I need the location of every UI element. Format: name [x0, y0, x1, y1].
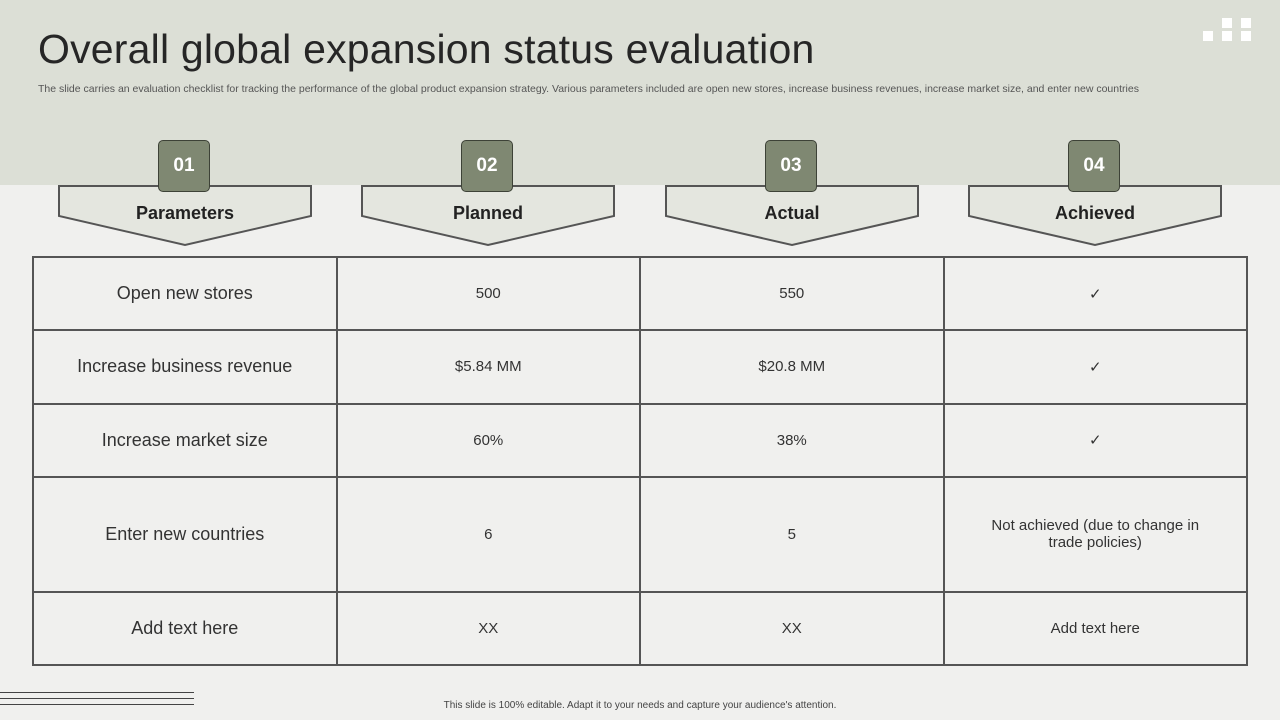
column-label: Actual — [764, 203, 820, 223]
chevron-banner-icon — [361, 185, 615, 247]
actual-cell: XX — [639, 590, 945, 667]
planned-cell: 500 — [335, 255, 641, 332]
actual-cell: 550 — [639, 255, 945, 332]
planned-cell: 60% — [335, 402, 641, 478]
column-header-parameters: 01 Parameters — [58, 140, 312, 248]
achieved-cell: Not achieved (due to change in trade pol… — [942, 475, 1248, 593]
actual-cell: 5 — [639, 475, 945, 593]
column-label: Parameters — [135, 203, 235, 223]
chevron-banner-icon — [968, 185, 1222, 247]
chevron-banner-icon — [58, 185, 312, 247]
parameter-cell: Open new stores — [32, 255, 338, 332]
achieved-cell: Add text here — [942, 590, 1248, 667]
table-row: Increase business revenue $5.84 MM $20.8… — [32, 329, 1248, 405]
planned-cell: $5.84 MM — [335, 329, 641, 405]
column-number-badge: 03 — [765, 140, 817, 192]
slide-title: Overall global expansion status evaluati… — [38, 26, 815, 72]
parameter-cell: Increase business revenue — [32, 329, 338, 405]
table-row: Open new stores 500 550 ✓ — [32, 255, 1248, 332]
column-label: Planned — [452, 203, 523, 223]
actual-cell: 38% — [639, 402, 945, 478]
parameter-cell: Add text here — [32, 590, 338, 667]
table-row: Add text here XX XX Add text here — [32, 590, 1248, 667]
chevron-banner-icon — [665, 185, 919, 247]
planned-cell: 6 — [335, 475, 641, 593]
column-number-badge: 01 — [158, 140, 210, 192]
column-number-badge: 02 — [461, 140, 513, 192]
parameter-cell: Enter new countries — [32, 475, 338, 593]
table-row: Increase market size 60% 38% ✓ — [32, 402, 1248, 478]
achieved-check-icon: ✓ — [942, 402, 1248, 478]
column-number-badge: 04 — [1068, 140, 1120, 192]
column-header-planned: 02 Planned — [361, 140, 615, 248]
footer-note: This slide is 100% editable. Adapt it to… — [443, 700, 837, 711]
column-header-achieved: 04 Achieved — [968, 140, 1222, 248]
column-header-actual: 03 Actual — [665, 140, 919, 248]
actual-cell: $20.8 MM — [639, 329, 945, 405]
achieved-check-icon: ✓ — [942, 255, 1248, 332]
parameter-cell: Increase market size — [32, 402, 338, 478]
header-band — [0, 0, 1280, 185]
logo-icon — [1203, 18, 1251, 42]
column-label: Achieved — [1054, 203, 1136, 223]
achieved-check-icon: ✓ — [942, 329, 1248, 405]
decorative-lines — [0, 692, 194, 710]
evaluation-table: Open new stores 500 550 ✓ Increase busin… — [32, 255, 1248, 667]
planned-cell: XX — [335, 590, 641, 667]
table-row: Enter new countries 6 5 Not achieved (du… — [32, 475, 1248, 593]
slide-subtitle: The slide carries an evaluation checklis… — [38, 83, 1139, 95]
